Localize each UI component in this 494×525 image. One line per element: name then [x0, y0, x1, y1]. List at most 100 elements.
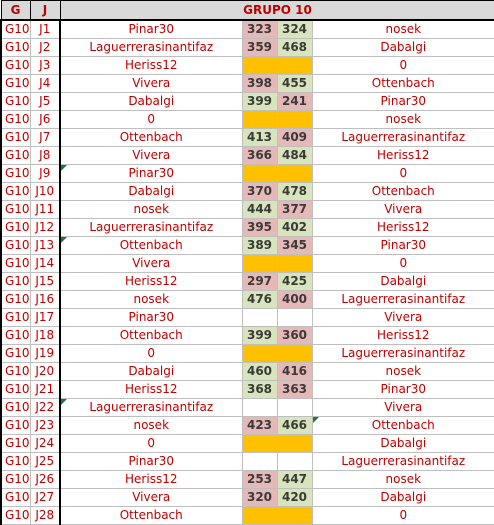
cell-home-player[interactable]: Ottenbach	[59, 506, 243, 525]
cell-away-score[interactable]	[276, 452, 313, 471]
cell-group[interactable]: G10	[0, 56, 31, 75]
cell-away-score[interactable]	[276, 254, 313, 273]
cell-group[interactable]: G10	[0, 272, 31, 291]
cell-away-player[interactable]: Dabalgi	[311, 488, 494, 507]
cell-round[interactable]: J11	[29, 200, 61, 219]
cell-away-player[interactable]: nosek	[311, 362, 494, 381]
cell-away-player[interactable]: 0	[311, 506, 494, 525]
cell-round[interactable]: J24	[29, 434, 61, 453]
cell-round[interactable]: J12	[29, 218, 61, 237]
cell-home-score[interactable]: 444	[241, 200, 278, 219]
cell-home-player[interactable]: Vivera	[59, 146, 243, 165]
cell-away-player[interactable]: 0	[311, 164, 494, 183]
cell-home-score[interactable]	[241, 56, 278, 75]
cell-round[interactable]: J19	[29, 344, 61, 363]
cell-away-player[interactable]: Dabalgi	[311, 434, 494, 453]
cell-home-score[interactable]: 320	[241, 488, 278, 507]
cell-away-score[interactable]: 466	[276, 416, 313, 435]
cell-home-player[interactable]: Dabalgi	[59, 182, 243, 201]
cell-group[interactable]: G10	[0, 128, 31, 147]
cell-group[interactable]: G10	[0, 344, 31, 363]
cell-home-player[interactable]: nosek	[59, 200, 243, 219]
cell-round[interactable]: J23	[29, 416, 61, 435]
cell-home-score[interactable]	[241, 452, 278, 471]
cell-away-player[interactable]: nosek	[311, 470, 494, 489]
cell-round[interactable]: J7	[29, 128, 61, 147]
cell-round[interactable]: J25	[29, 452, 61, 471]
cell-home-score[interactable]: 395	[241, 218, 278, 237]
cell-home-player[interactable]: Pinar30	[59, 19, 243, 39]
cell-home-player[interactable]: Heriss12	[59, 56, 243, 75]
cell-home-player[interactable]: Laguerrerasinantifaz	[59, 38, 243, 57]
cell-away-score[interactable]: 241	[276, 92, 313, 111]
cell-away-score[interactable]: 478	[276, 182, 313, 201]
cell-home-score[interactable]	[241, 110, 278, 129]
cell-round[interactable]: J5	[29, 92, 61, 111]
cell-home-score[interactable]: 253	[241, 470, 278, 489]
cell-home-player[interactable]: Heriss12	[59, 470, 243, 489]
cell-group[interactable]: G10	[0, 182, 31, 201]
cell-home-score[interactable]: 399	[241, 92, 278, 111]
cell-round[interactable]: J21	[29, 380, 61, 399]
cell-away-player[interactable]: Pinar30	[311, 380, 494, 399]
cell-away-score[interactable]: 409	[276, 128, 313, 147]
cell-group[interactable]: G10	[0, 200, 31, 219]
cell-home-player[interactable]: Ottenbach	[59, 128, 243, 147]
cell-group[interactable]: G10	[0, 398, 31, 417]
cell-home-player[interactable]: 0	[59, 344, 243, 363]
cell-home-score[interactable]: 460	[241, 362, 278, 381]
cell-home-score[interactable]: 368	[241, 380, 278, 399]
cell-round[interactable]: J8	[29, 146, 61, 165]
cell-round[interactable]: J22	[29, 398, 61, 417]
cell-group[interactable]: G10	[0, 146, 31, 165]
cell-home-player[interactable]: Dabalgi	[59, 362, 243, 381]
cell-round[interactable]: J26	[29, 470, 61, 489]
cell-away-player[interactable]: Vivera	[311, 200, 494, 219]
cell-away-player[interactable]: Heriss12	[311, 326, 494, 345]
cell-home-player[interactable]: Ottenbach	[59, 326, 243, 345]
cell-round[interactable]: J1	[29, 19, 61, 39]
cell-away-player[interactable]: Ottenbach	[311, 182, 494, 201]
cell-away-player[interactable]: 0	[311, 56, 494, 75]
cell-away-score[interactable]: 484	[276, 146, 313, 165]
cell-group[interactable]: G10	[0, 92, 31, 111]
cell-home-score[interactable]: 370	[241, 182, 278, 201]
cell-away-score[interactable]: 324	[276, 19, 313, 39]
cell-group[interactable]: G10	[0, 236, 31, 255]
cell-away-score[interactable]: 455	[276, 74, 313, 93]
cell-group[interactable]: G10	[0, 326, 31, 345]
cell-away-score[interactable]: 360	[276, 326, 313, 345]
cell-away-player[interactable]: Heriss12	[311, 218, 494, 237]
cell-away-score[interactable]	[276, 506, 313, 525]
cell-home-score[interactable]	[241, 254, 278, 273]
header-group[interactable]: G	[0, 0, 31, 21]
cell-home-player[interactable]: 0	[59, 434, 243, 453]
cell-home-score[interactable]	[241, 308, 278, 327]
cell-away-player[interactable]: Dabalgi	[311, 272, 494, 291]
cell-home-score[interactable]: 423	[241, 416, 278, 435]
cell-away-score[interactable]: 345	[276, 236, 313, 255]
cell-home-player[interactable]: Dabalgi	[59, 92, 243, 111]
cell-group[interactable]: G10	[0, 74, 31, 93]
cell-round[interactable]: J9	[29, 164, 61, 183]
cell-away-player[interactable]: Laguerrerasinantifaz	[311, 344, 494, 363]
cell-home-score[interactable]	[241, 164, 278, 183]
cell-away-player[interactable]: 0	[311, 254, 494, 273]
cell-away-score[interactable]: 468	[276, 38, 313, 57]
cell-home-player[interactable]: Pinar30	[59, 452, 243, 471]
cell-home-score[interactable]: 389	[241, 236, 278, 255]
cell-home-player[interactable]: nosek	[59, 416, 243, 435]
cell-away-score[interactable]: 363	[276, 380, 313, 399]
cell-group[interactable]: G10	[0, 218, 31, 237]
cell-home-score[interactable]	[241, 344, 278, 363]
cell-group[interactable]: G10	[0, 506, 31, 525]
cell-away-score[interactable]: 400	[276, 290, 313, 309]
cell-away-player[interactable]: Ottenbach	[311, 416, 494, 435]
cell-away-player[interactable]: Laguerrerasinantifaz	[311, 128, 494, 147]
cell-home-player[interactable]: Laguerrerasinantifaz	[59, 218, 243, 237]
cell-home-score[interactable]	[241, 506, 278, 525]
cell-group[interactable]: G10	[0, 362, 31, 381]
cell-home-score[interactable]	[241, 398, 278, 417]
cell-home-player[interactable]: Vivera	[59, 488, 243, 507]
cell-home-score[interactable]: 398	[241, 74, 278, 93]
